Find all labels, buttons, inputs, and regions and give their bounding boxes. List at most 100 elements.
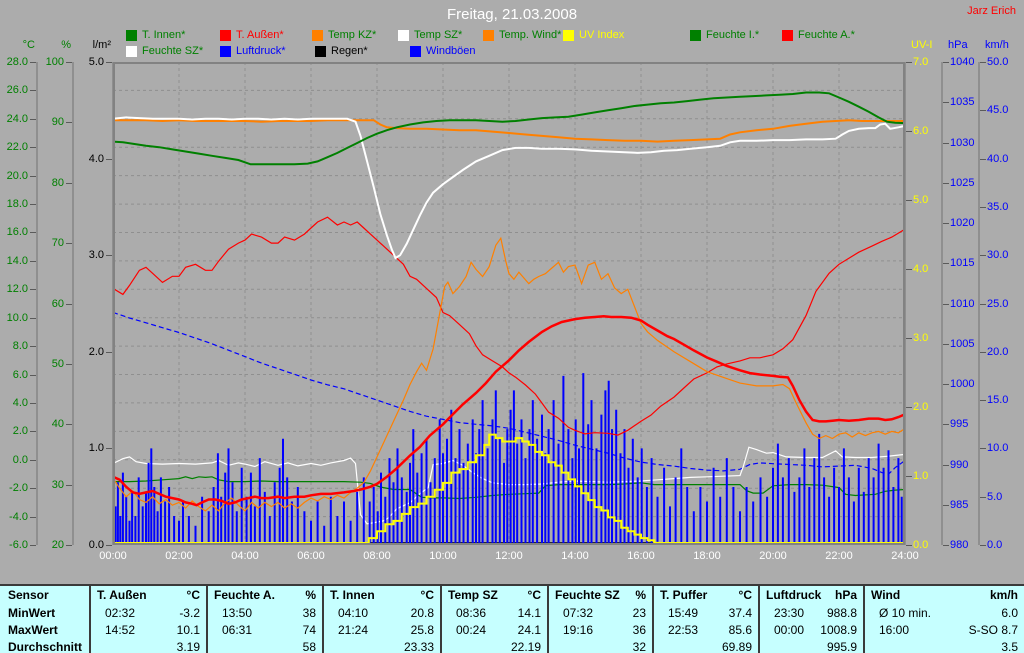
table-cell: 3.19 xyxy=(89,638,206,653)
value-number: -3.2 xyxy=(179,605,200,620)
legend-item-windb-en[interactable]: Windböen xyxy=(410,45,476,57)
legend-item-feuchte-sz-[interactable]: Feuchte SZ* xyxy=(126,45,203,57)
axis-unit-label-lm2: l/m² xyxy=(92,39,111,51)
legend-item-label: Windböen xyxy=(426,45,476,57)
legend-item-label: Temp. Wind* xyxy=(499,29,562,41)
axis-tick-label-kmh: 50.0 xyxy=(987,56,1009,68)
axis-tick xyxy=(906,131,912,132)
stats-table: Sensor T. Außen °C Feuchte A.% T. Innen °C Tem… xyxy=(0,584,1024,653)
axis-tick xyxy=(30,517,36,518)
legend-item-t-innen-[interactable]: T. Innen* xyxy=(126,29,185,41)
axis-tick xyxy=(980,497,986,498)
axis-tick-label-tempC: 10.0 xyxy=(6,312,28,324)
legend-item-label: Feuchte SZ* xyxy=(142,45,204,57)
axis-tick xyxy=(30,318,36,319)
table-row-label: MaxWert xyxy=(8,622,58,637)
axis-tick xyxy=(30,460,36,461)
legend-item-temp-wind-[interactable]: Temp. Wind* xyxy=(483,29,561,41)
table-cell: 00:24 24.1 xyxy=(440,621,547,638)
axis-tick-label-tempC: 14.0 xyxy=(6,255,28,267)
value-number: 58 xyxy=(302,639,316,653)
series-uv_index xyxy=(113,433,905,544)
legend-item-feuchte-a-[interactable]: Feuchte A.* xyxy=(782,29,855,41)
axis-tick-label-hpa: 1015 xyxy=(950,257,975,269)
table-cell: 3.5 xyxy=(863,638,1024,653)
time-tick-label: 18:00 xyxy=(693,550,721,562)
axis-tick-label-hpa: 1030 xyxy=(950,137,975,149)
legend-item-uv-index[interactable]: UV Index xyxy=(563,29,624,41)
axis-tick xyxy=(30,119,36,120)
value-number: 1008.9 xyxy=(820,622,857,637)
sensor-name: Feuchte A. xyxy=(214,588,275,602)
table-header-cell: Temp SZ °C xyxy=(440,586,547,604)
table-row: MinWert 02:32 -3.2 13:50 38 04:10 20.8 08:36 14.… xyxy=(0,604,1024,621)
table-row-label: Durchschnitt xyxy=(8,639,83,653)
legend-item-temp-sz-[interactable]: Temp SZ* xyxy=(398,29,462,41)
table-cell: 00:00 1008.9 xyxy=(758,621,863,638)
axis-unit-label-tempC: °C xyxy=(22,39,35,51)
legend-item-label: Regen* xyxy=(331,45,368,57)
time-tick-label: 20:00 xyxy=(759,550,787,562)
table-cell: Ø 10 min. 6.0 xyxy=(863,604,1024,621)
axis-tick xyxy=(943,424,949,425)
value-number: S-SO 8.7 xyxy=(968,622,1018,637)
value-time: 13:50 xyxy=(222,605,253,620)
legend-swatch-icon xyxy=(126,29,137,41)
table-cell: 19:16 36 xyxy=(547,621,652,638)
axis-tick xyxy=(980,62,986,63)
axis-tick xyxy=(106,448,112,449)
axis-tick-label-kmh: 40.0 xyxy=(987,153,1009,165)
axis-line-pct xyxy=(72,62,74,545)
table-cell: 14:52 10.1 xyxy=(89,621,206,638)
axis-tick-label-tempC: -2.0 xyxy=(9,482,28,494)
legend-item-label: Temp SZ* xyxy=(414,29,463,41)
axis-unit-label-hpa: hPa xyxy=(948,39,968,51)
table-cell: 06:31 74 xyxy=(206,621,322,638)
axis-tick xyxy=(943,545,949,546)
table-cell: 04:10 20.8 xyxy=(322,604,440,621)
table-header-cell: T. Puffer °C xyxy=(652,586,758,604)
axis-tick xyxy=(943,263,949,264)
value-number: 38 xyxy=(302,605,316,620)
axis-tick xyxy=(30,90,36,91)
sensor-unit: km/h xyxy=(989,588,1018,602)
axis-tick-label-tempC: 18.0 xyxy=(6,198,28,210)
legend-swatch-icon xyxy=(312,29,323,41)
axis-tick xyxy=(66,545,72,546)
axis-tick-label-uv: 7.0 xyxy=(913,56,929,68)
sensor-name: T. Puffer xyxy=(660,588,708,602)
series-t_aussen xyxy=(113,315,905,507)
axis-tick-label-kmh: 25.0 xyxy=(987,298,1009,310)
axis-tick xyxy=(906,338,912,339)
value-time: 00:24 xyxy=(456,622,487,637)
axis-tick xyxy=(66,183,72,184)
axis-tick xyxy=(943,62,949,63)
table-header-cell: Luftdruck hPa xyxy=(758,586,863,604)
axis-tick-label-tempC: 22.0 xyxy=(6,141,28,153)
axis-tick xyxy=(980,352,986,353)
legend-item-temp-kz-[interactable]: Temp KZ* xyxy=(312,29,376,41)
legend-swatch-icon xyxy=(398,29,409,41)
axis-tick-label-tempC: 0.0 xyxy=(12,454,28,466)
axis-tick-label-hpa: 1010 xyxy=(950,298,975,310)
sensor-unit: °C xyxy=(186,588,200,602)
axis-tick-label-pct: 90 xyxy=(51,116,64,128)
legend-item-feuchte-i-[interactable]: Feuchte I.* xyxy=(690,29,759,41)
axis-unit-label-uv: UV-I xyxy=(911,39,933,51)
legend-item-t-au-en-[interactable]: T. Außen* xyxy=(220,29,284,41)
time-tick-label: 00:00 xyxy=(99,550,127,562)
axis-tick xyxy=(30,488,36,489)
axis-tick-label-pct: 20 xyxy=(51,539,64,551)
legend-item-luftdruck-[interactable]: Luftdruck* xyxy=(220,45,286,57)
time-tick-label: 22:00 xyxy=(825,550,853,562)
axis-tick-label-pct: 70 xyxy=(51,237,64,249)
sensor-unit: hPa xyxy=(834,588,857,602)
axis-tick-label-tempC: 4.0 xyxy=(12,397,28,409)
axis-tick-label-lm2: 5.0 xyxy=(88,56,104,68)
axis-tick xyxy=(106,159,112,160)
axis-tick xyxy=(980,545,986,546)
legend-item-regen-[interactable]: Regen* xyxy=(315,45,368,57)
axis-tick xyxy=(30,346,36,347)
axis-tick xyxy=(30,545,36,546)
value-time: 15:49 xyxy=(668,605,699,620)
